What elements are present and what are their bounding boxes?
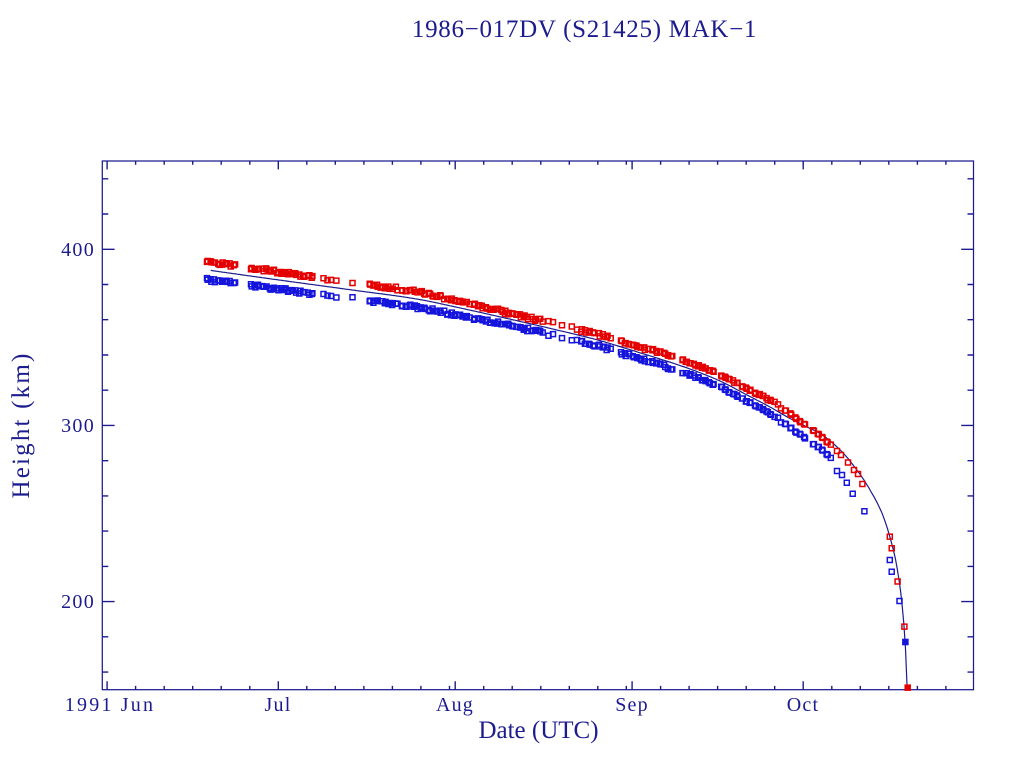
- svg-text:Sep: Sep: [615, 694, 649, 716]
- svg-text:1986−017DV (S21425) MAK−1: 1986−017DV (S21425) MAK−1: [412, 16, 757, 43]
- svg-text:Height (km): Height (km): [8, 351, 35, 498]
- svg-text:300: 300: [61, 415, 95, 437]
- svg-text:400: 400: [61, 239, 95, 261]
- svg-text:Jul: Jul: [265, 694, 292, 716]
- svg-text:200: 200: [61, 591, 95, 613]
- svg-text:Aug: Aug: [436, 694, 474, 716]
- svg-text:1991 Jun: 1991 Jun: [65, 694, 155, 716]
- svg-text:Oct: Oct: [787, 694, 819, 716]
- svg-text:Date (UTC): Date (UTC): [478, 717, 598, 744]
